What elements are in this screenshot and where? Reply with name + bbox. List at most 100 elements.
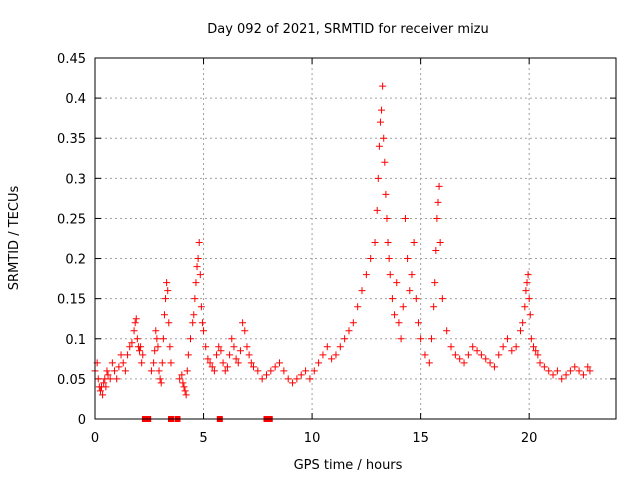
data-point <box>96 387 104 395</box>
data-point <box>486 359 494 367</box>
data-point <box>373 206 381 214</box>
data-point <box>121 367 129 375</box>
data-point <box>297 371 305 379</box>
data-point <box>336 343 344 351</box>
y-tick-label: 0.15 <box>57 293 86 308</box>
data-point <box>271 363 279 371</box>
data-point <box>158 359 166 367</box>
data-point <box>414 319 422 327</box>
data-point <box>508 347 516 355</box>
data-point <box>103 367 111 375</box>
data-point <box>378 106 386 114</box>
data-point <box>383 214 391 222</box>
data-point <box>354 303 362 311</box>
data-point <box>202 343 210 351</box>
y-tick-label: 0.25 <box>57 212 86 227</box>
x-tick-label: 15 <box>412 431 429 446</box>
data-point <box>310 367 318 375</box>
data-point <box>393 279 401 287</box>
data-point <box>239 319 247 327</box>
data-point <box>406 287 414 295</box>
data-point <box>128 339 136 347</box>
data-point <box>245 351 253 359</box>
data-point <box>115 363 123 371</box>
y-tick-label: 0 <box>78 413 86 428</box>
data-point <box>534 351 542 359</box>
data-point <box>380 134 388 142</box>
data-point <box>262 371 270 379</box>
data-point <box>234 359 242 367</box>
data-point <box>417 335 425 343</box>
data-point <box>139 351 147 359</box>
data-point <box>473 347 481 355</box>
data-point <box>558 375 566 383</box>
data-point <box>197 303 205 311</box>
data-point <box>130 327 138 335</box>
data-point <box>421 351 429 359</box>
data-point <box>280 367 288 375</box>
data-point <box>519 319 527 327</box>
y-tick-label: 0.3 <box>65 172 86 187</box>
data-point <box>397 335 405 343</box>
data-point <box>249 363 257 371</box>
data-point <box>166 343 174 351</box>
data-point <box>432 247 440 255</box>
data-point <box>136 347 144 355</box>
data-point <box>526 311 534 319</box>
plot-frame <box>94 57 617 420</box>
data-point <box>464 351 472 359</box>
data-point <box>374 174 382 182</box>
data-point <box>160 311 168 319</box>
data-point <box>181 387 189 395</box>
data-point <box>226 351 234 359</box>
data-point <box>191 295 199 303</box>
data-point <box>404 255 412 263</box>
data-point <box>147 367 155 375</box>
data-point <box>490 363 498 371</box>
data-point <box>289 379 297 387</box>
data-point <box>190 311 198 319</box>
data-point <box>165 319 173 327</box>
data-point <box>180 383 188 391</box>
data-point <box>319 351 327 359</box>
data-point <box>482 355 490 363</box>
data-point <box>215 343 223 351</box>
data-point <box>430 303 438 311</box>
y-tick-label: 0.4 <box>65 92 86 107</box>
data-point <box>183 367 191 375</box>
data-point <box>117 351 125 359</box>
y-tick-label: 0.1 <box>65 333 86 348</box>
data-point <box>189 319 197 327</box>
data-point <box>341 335 349 343</box>
data-point <box>102 383 110 391</box>
data-point <box>154 343 162 351</box>
data-point <box>447 343 455 351</box>
data-point <box>575 367 583 375</box>
data-point <box>254 367 262 375</box>
data-point <box>545 367 553 375</box>
data-point <box>126 343 134 351</box>
data-point <box>410 239 418 247</box>
data-point <box>162 295 170 303</box>
data-point <box>362 271 370 279</box>
data-point <box>571 363 579 371</box>
data-point <box>566 367 574 375</box>
data-point <box>579 371 587 379</box>
data-point <box>99 391 107 399</box>
data-point <box>243 343 251 351</box>
x-tick-label: 0 <box>91 431 99 446</box>
data-point <box>293 375 301 383</box>
data-point <box>385 255 393 263</box>
data-point <box>104 371 112 379</box>
chart-title: Day 092 of 2021, SRMTID for receiver miz… <box>207 22 489 37</box>
data-point <box>232 355 240 363</box>
data-point <box>94 375 102 383</box>
data-point <box>443 327 451 335</box>
data-point <box>477 351 485 359</box>
data-point <box>375 142 383 150</box>
data-point <box>434 198 442 206</box>
data-point <box>503 335 511 343</box>
data-point <box>523 279 531 287</box>
data-point <box>187 335 195 343</box>
data-point <box>408 271 416 279</box>
